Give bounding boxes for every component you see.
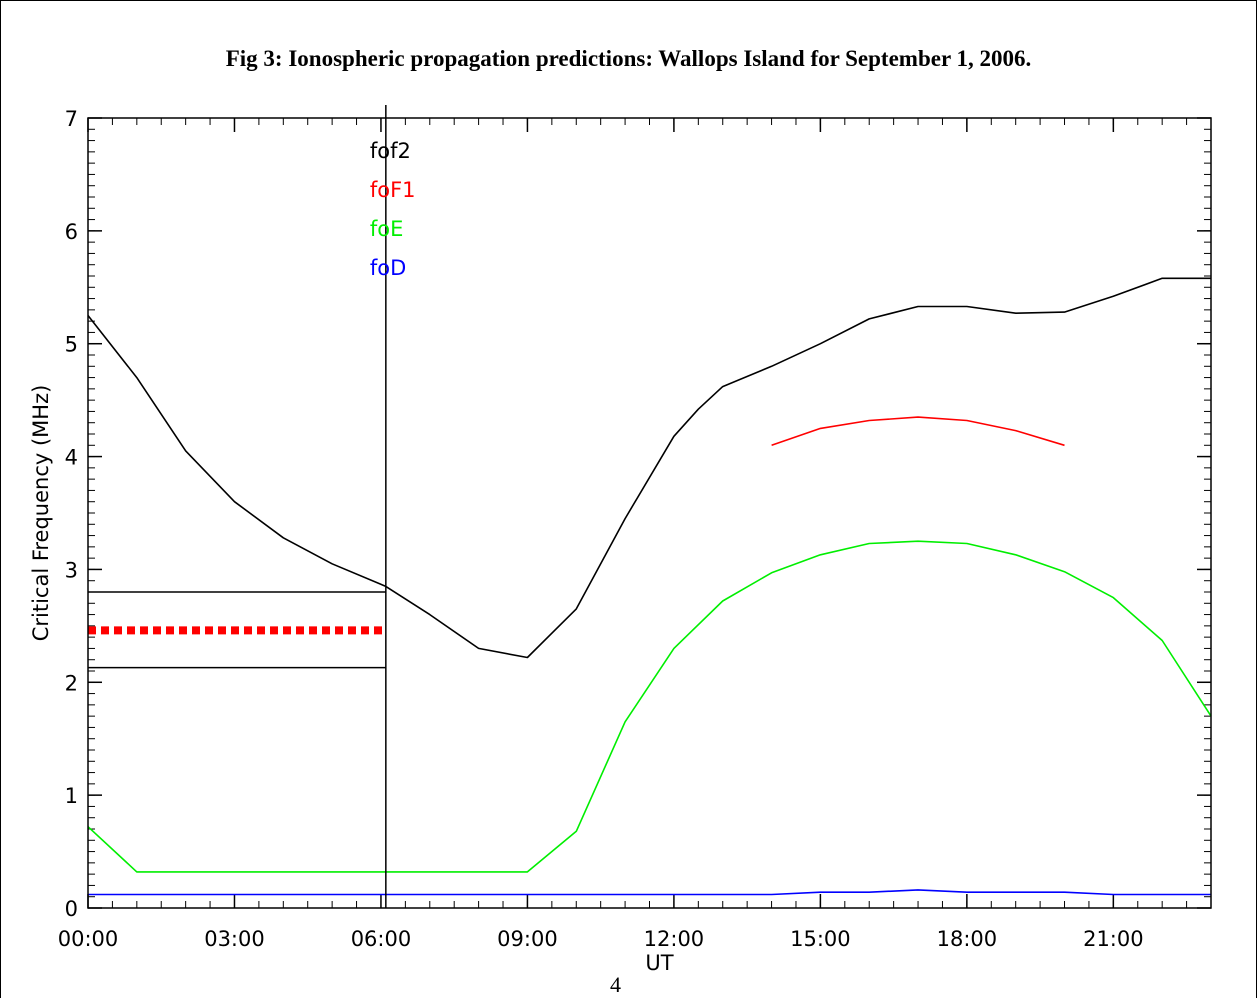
y-tick-label: 2 (65, 671, 78, 695)
x-tick-label: 15:00 (790, 927, 851, 951)
y-tick-label: 4 (65, 446, 78, 470)
series-line-fod (88, 889, 1211, 896)
minor-ticks (87, 117, 1212, 909)
tick-labels: 00:00 03:00 06:00 09:00 12:00 15:00 18:00 21:00… (58, 107, 1144, 951)
legend-entry-foe: foE (370, 217, 404, 241)
figure-title: Fig 3: Ionospheric propagation predictio… (225, 46, 1032, 71)
legend: fof2 foF1 foE foD (370, 139, 416, 280)
y-tick-label: 5 (65, 333, 78, 357)
series-line-foe (87, 540, 1212, 873)
plot-border (87, 117, 1212, 909)
y-tick-label: 6 (65, 220, 78, 244)
y-tick-label: 1 (65, 784, 78, 808)
major-ticks (87, 117, 1211, 909)
legend-entry-fod: foD (370, 256, 406, 280)
legend-entry-fof1: foF1 (370, 178, 416, 202)
x-axis-label: UT (645, 951, 673, 975)
x-tick-label: 18:00 (937, 927, 998, 951)
page-number: 4 (610, 972, 621, 997)
series-line-fof2 (87, 277, 1211, 659)
y-axis-label: Critical Frequency (MHz) (29, 385, 53, 642)
x-tick-label: 09:00 (497, 927, 558, 951)
x-tick-label: 12:00 (644, 927, 705, 951)
legend-entry-fof2: fof2 (370, 139, 411, 163)
x-tick-label: 21:00 (1083, 927, 1144, 951)
y-tick-label: 7 (65, 107, 78, 131)
y-tick-label: 0 (65, 897, 78, 921)
x-tick-label: 06:00 (351, 927, 412, 951)
x-tick-label: 00:00 (58, 927, 119, 951)
series-lines (87, 277, 1212, 896)
x-tick-label: 03:00 (204, 927, 265, 951)
series-line-fof1 (771, 416, 1065, 447)
y-tick-label: 3 (65, 558, 78, 582)
frequency-level-lines (88, 591, 386, 669)
